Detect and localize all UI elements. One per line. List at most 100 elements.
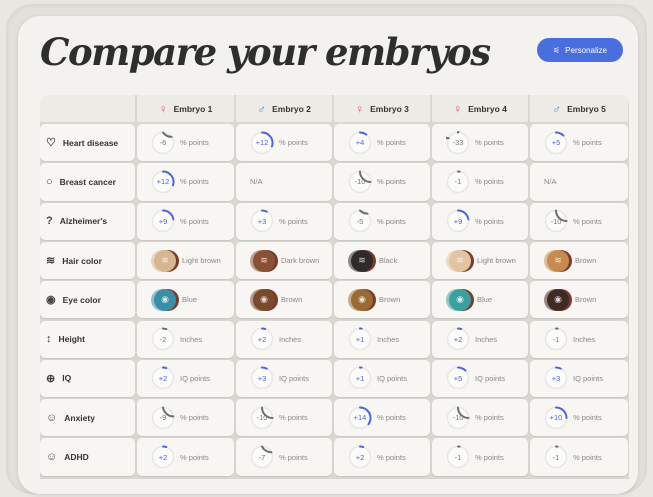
score-ring: +3 [544, 366, 568, 390]
score-value: -33 [452, 138, 464, 148]
score-ring: +14 [348, 406, 372, 430]
table-cell: ≋ Light brown [137, 241, 234, 280]
score-value: +9 [158, 216, 168, 226]
score-unit: % points [180, 452, 209, 462]
score-unit: IQ points [377, 373, 408, 383]
score-ring: -1 [544, 445, 568, 469]
score-ring: +3 [250, 366, 274, 390]
score-value: -1 [454, 452, 462, 462]
score-unit: % points [475, 452, 504, 462]
score-value: +12 [156, 177, 170, 187]
ring-arc [162, 131, 173, 138]
score-ring: +1 [348, 327, 372, 351]
score-value: +1 [355, 334, 365, 344]
head-question-icon: ? [46, 215, 53, 228]
female-icon: ♀ [355, 101, 365, 116]
column-header-embryo-3[interactable]: ♀ Embryo 3 [334, 95, 430, 122]
score-value: +5 [551, 138, 561, 148]
score-ring: -7 [250, 445, 274, 469]
eye-swatch-icon: ◉ [547, 288, 569, 311]
score-ring: +5 [544, 131, 568, 155]
page-title: Compare your embryos [40, 30, 491, 74]
male-icon: ♂ [552, 101, 562, 116]
ring-arc [359, 445, 365, 449]
hair-swatch-icon: ≋ [547, 249, 569, 272]
score-unit: % points [475, 138, 504, 148]
score-unit: % points [573, 216, 602, 226]
row-label-alzheimer-s: ? Alzheimer's [40, 202, 135, 240]
table-cell: +9 % points [137, 202, 234, 240]
ring-arc [162, 327, 168, 331]
row-label-text: Anxiety [64, 412, 95, 423]
color-swatch: ≋ [446, 249, 472, 272]
score-unit: IQ points [279, 373, 310, 383]
score-unit: Inches [573, 334, 596, 344]
ring-arc [555, 366, 562, 371]
table-cell: -1 Inches [530, 320, 628, 358]
color-swatch: ≋ [544, 249, 570, 272]
swatch-label: Light brown [477, 256, 516, 266]
table-cell: ◉ Brown [334, 281, 430, 319]
score-value: +3 [551, 373, 561, 383]
table-cell: ≋ Dark brown [236, 241, 332, 280]
personalize-button[interactable]: ⚟ Personalize [537, 38, 623, 62]
row-label-adhd: ☺ ADHD [40, 438, 135, 476]
score-unit: Inches [377, 334, 400, 344]
table-cell: ◉ Brown [530, 281, 628, 319]
swatch-label: Dark brown [281, 256, 320, 266]
table-cell: +14 % points [334, 399, 430, 437]
breast-icon: ○ [46, 175, 53, 188]
score-unit: % points [377, 413, 406, 423]
score-ring: -10 [250, 406, 274, 430]
column-header-embryo-4[interactable]: ♀ Embryo 4 [432, 95, 528, 122]
score-unit: % points [180, 216, 209, 226]
score-value: +14 [353, 413, 367, 423]
score-value: +4 [355, 138, 365, 148]
ring-arc [457, 406, 470, 419]
score-unit: Inches [180, 334, 203, 344]
score-ring: +12 [250, 131, 274, 155]
table-cell: -10 % points [334, 163, 430, 201]
sliders-icon: ⚟ [553, 45, 561, 55]
column-header-embryo-1[interactable]: ♀ Embryo 1 [137, 95, 234, 122]
ring-arc [359, 406, 372, 425]
table-cell: -33 % points [432, 124, 528, 162]
ring-arc [162, 170, 175, 187]
score-value: -10 [452, 413, 464, 423]
eye-swatch-icon: ◉ [154, 288, 176, 311]
score-value: +2 [158, 452, 168, 462]
column-header-embryo-2[interactable]: ♂ Embryo 2 [236, 95, 332, 122]
table-cell: N/A [236, 163, 332, 201]
row-label-text: Alzheimer's [59, 216, 108, 227]
table-cell: -1 % points [432, 438, 528, 476]
not-available: N/A [250, 177, 263, 187]
table-cell: +5 % points [530, 124, 628, 162]
table-cell: ≋ Black [334, 241, 430, 280]
score-unit: % points [279, 216, 308, 226]
row-label-height: ↕ Height [40, 320, 135, 358]
score-value: -1 [552, 452, 560, 462]
score-value: -2 [159, 334, 167, 344]
table-cell: ◉ Blue [137, 281, 234, 319]
score-unit: % points [573, 413, 602, 423]
color-swatch: ◉ [151, 288, 177, 311]
color-swatch: ≋ [250, 249, 276, 272]
score-unit: % points [475, 177, 504, 187]
score-value: -1 [552, 334, 560, 344]
score-value: +5 [453, 373, 463, 383]
color-swatch: ◉ [544, 288, 570, 311]
color-swatch: ◉ [348, 288, 374, 311]
ring-arc [261, 366, 268, 371]
female-icon: ♀ [453, 101, 463, 116]
score-unit: % points [180, 177, 209, 187]
male-icon: ♂ [257, 101, 267, 116]
score-ring: +2 [348, 445, 372, 469]
score-value: -10 [256, 413, 268, 423]
score-ring: -2 [151, 327, 175, 351]
score-ring: +4 [348, 131, 372, 155]
ring-arc [555, 131, 565, 137]
table-cell: +1 IQ points [334, 359, 430, 398]
table-cell: ◉ Brown [236, 281, 332, 319]
column-header-embryo-5[interactable]: ♂ Embryo 5 [530, 95, 628, 122]
score-unit: % points [279, 138, 308, 148]
